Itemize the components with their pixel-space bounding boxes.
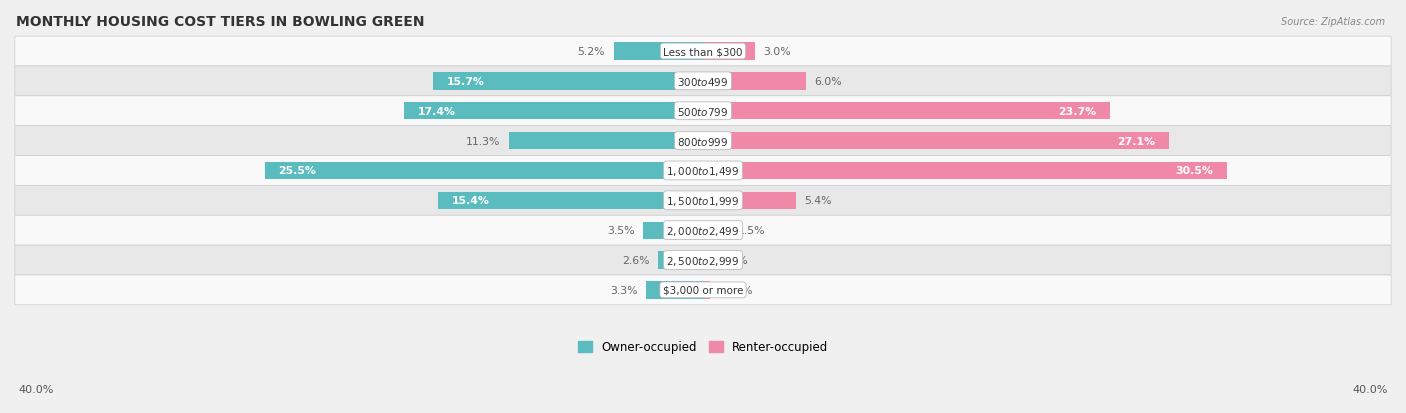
Bar bbox=[703, 133, 1168, 150]
Text: 23.7%: 23.7% bbox=[1059, 107, 1097, 116]
Text: 40.0%: 40.0% bbox=[18, 385, 53, 394]
Text: 17.4%: 17.4% bbox=[418, 107, 456, 116]
Text: $1,000 to $1,499: $1,000 to $1,499 bbox=[666, 164, 740, 178]
Bar bbox=[703, 282, 710, 299]
Text: $2,500 to $2,999: $2,500 to $2,999 bbox=[666, 254, 740, 267]
Bar bbox=[613, 43, 703, 61]
FancyBboxPatch shape bbox=[15, 186, 1391, 216]
Text: 6.0%: 6.0% bbox=[814, 77, 842, 87]
Text: 3.5%: 3.5% bbox=[607, 225, 634, 235]
Bar bbox=[647, 282, 703, 299]
Text: 27.1%: 27.1% bbox=[1116, 136, 1154, 146]
Legend: Owner-occupied, Renter-occupied: Owner-occupied, Renter-occupied bbox=[572, 336, 834, 358]
Text: 3.3%: 3.3% bbox=[610, 285, 638, 295]
FancyBboxPatch shape bbox=[15, 67, 1391, 97]
Bar bbox=[509, 133, 703, 150]
Bar bbox=[264, 162, 703, 180]
Bar bbox=[658, 252, 703, 269]
FancyBboxPatch shape bbox=[15, 97, 1391, 126]
Text: 3.0%: 3.0% bbox=[763, 47, 790, 57]
Text: 40.0%: 40.0% bbox=[1353, 385, 1388, 394]
Text: Less than $300: Less than $300 bbox=[664, 47, 742, 57]
Bar bbox=[643, 222, 703, 239]
FancyBboxPatch shape bbox=[15, 275, 1391, 305]
Text: 2.6%: 2.6% bbox=[623, 255, 650, 266]
Text: $3,000 or more: $3,000 or more bbox=[662, 285, 744, 295]
Bar bbox=[433, 73, 703, 90]
Bar bbox=[703, 192, 796, 209]
Bar bbox=[703, 73, 806, 90]
Text: 11.3%: 11.3% bbox=[465, 136, 501, 146]
Bar bbox=[703, 162, 1227, 180]
Text: 15.4%: 15.4% bbox=[453, 196, 489, 206]
Text: MONTHLY HOUSING COST TIERS IN BOWLING GREEN: MONTHLY HOUSING COST TIERS IN BOWLING GR… bbox=[15, 15, 425, 29]
Text: 15.7%: 15.7% bbox=[447, 77, 485, 87]
Text: 30.5%: 30.5% bbox=[1175, 166, 1213, 176]
FancyBboxPatch shape bbox=[15, 216, 1391, 245]
FancyBboxPatch shape bbox=[15, 126, 1391, 156]
FancyBboxPatch shape bbox=[15, 156, 1391, 186]
Bar bbox=[703, 43, 755, 61]
Text: 0.38%: 0.38% bbox=[718, 285, 752, 295]
Text: $800 to $999: $800 to $999 bbox=[678, 135, 728, 147]
Bar bbox=[703, 222, 728, 239]
Bar bbox=[439, 192, 703, 209]
Text: $1,500 to $1,999: $1,500 to $1,999 bbox=[666, 195, 740, 207]
Text: $500 to $799: $500 to $799 bbox=[678, 105, 728, 117]
Text: 1.5%: 1.5% bbox=[737, 225, 765, 235]
Text: Source: ZipAtlas.com: Source: ZipAtlas.com bbox=[1281, 17, 1385, 26]
Text: 5.2%: 5.2% bbox=[578, 47, 605, 57]
Text: 0.08%: 0.08% bbox=[713, 255, 748, 266]
Text: $2,000 to $2,499: $2,000 to $2,499 bbox=[666, 224, 740, 237]
Bar bbox=[703, 103, 1111, 120]
FancyBboxPatch shape bbox=[15, 245, 1391, 275]
Text: $300 to $499: $300 to $499 bbox=[678, 76, 728, 88]
Bar bbox=[404, 103, 703, 120]
FancyBboxPatch shape bbox=[15, 37, 1391, 67]
Text: 25.5%: 25.5% bbox=[278, 166, 316, 176]
Text: 5.4%: 5.4% bbox=[804, 196, 832, 206]
